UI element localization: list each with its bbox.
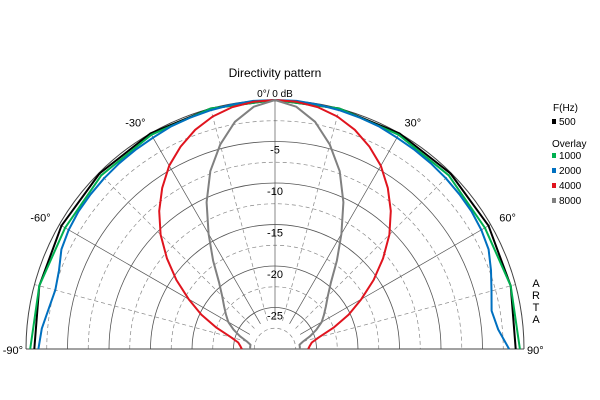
- radial-tick-label: -5: [270, 145, 280, 157]
- grid-spoke: [299, 224, 491, 335]
- top-label: 0°/ 0 dB: [257, 89, 293, 100]
- legend-swatch-1000: [552, 153, 556, 158]
- angle-tick-label: 90°: [527, 345, 544, 357]
- legend-swatch-4000: [552, 183, 556, 188]
- legend-label-2000: 2000: [559, 166, 582, 177]
- chart-title: Directivity pattern: [229, 66, 322, 80]
- legend-header: F(Hz): [553, 103, 578, 114]
- legend-label-8000: 8000: [559, 196, 582, 207]
- grid-spoke: [302, 284, 516, 342]
- legend-swatch-2000: [552, 168, 556, 173]
- grid-arc-dashed: [253, 327, 297, 350]
- grid-spoke: [34, 284, 248, 342]
- legend-label-500: 500: [559, 117, 576, 128]
- radial-tick-label: -25: [267, 311, 283, 323]
- legend: F(Hz) Overlay 500 1000 2000 4000 8000: [552, 103, 586, 207]
- watermark-letter: R: [532, 290, 540, 302]
- legend-label-1000: 1000: [559, 151, 582, 162]
- watermark-letter: T: [533, 302, 540, 314]
- series-line-8000: [205, 99, 345, 350]
- angle-tick-label: -90°: [3, 345, 23, 357]
- radial-tick-label: -15: [267, 228, 283, 240]
- grid-spoke: [98, 172, 255, 329]
- angle-tick-label: 30°: [405, 118, 422, 130]
- series-group: [29, 99, 521, 350]
- watermark-letter: A: [532, 314, 540, 326]
- angle-tick-label: -60°: [30, 213, 50, 225]
- legend-swatch-500: [552, 119, 556, 124]
- axis-labels: Directivity pattern 0°/ 0 dB -5 -10 -15 -20…: [3, 66, 544, 357]
- angle-tick-label: 60°: [499, 213, 516, 225]
- grid-spoke: [295, 172, 452, 329]
- grid-spoke: [59, 224, 251, 335]
- angle-tick-label: -30°: [125, 118, 145, 130]
- radial-tick-label: -20: [267, 269, 283, 281]
- watermark-letter: A: [532, 278, 540, 290]
- grid-arc-dashed: [129, 203, 421, 350]
- radial-tick-label: -10: [267, 186, 283, 198]
- legend-group-label: Overlay: [552, 139, 586, 150]
- legend-swatch-8000: [552, 198, 556, 203]
- legend-label-4000: 4000: [559, 181, 582, 192]
- grid-arc-dashed: [212, 286, 338, 350]
